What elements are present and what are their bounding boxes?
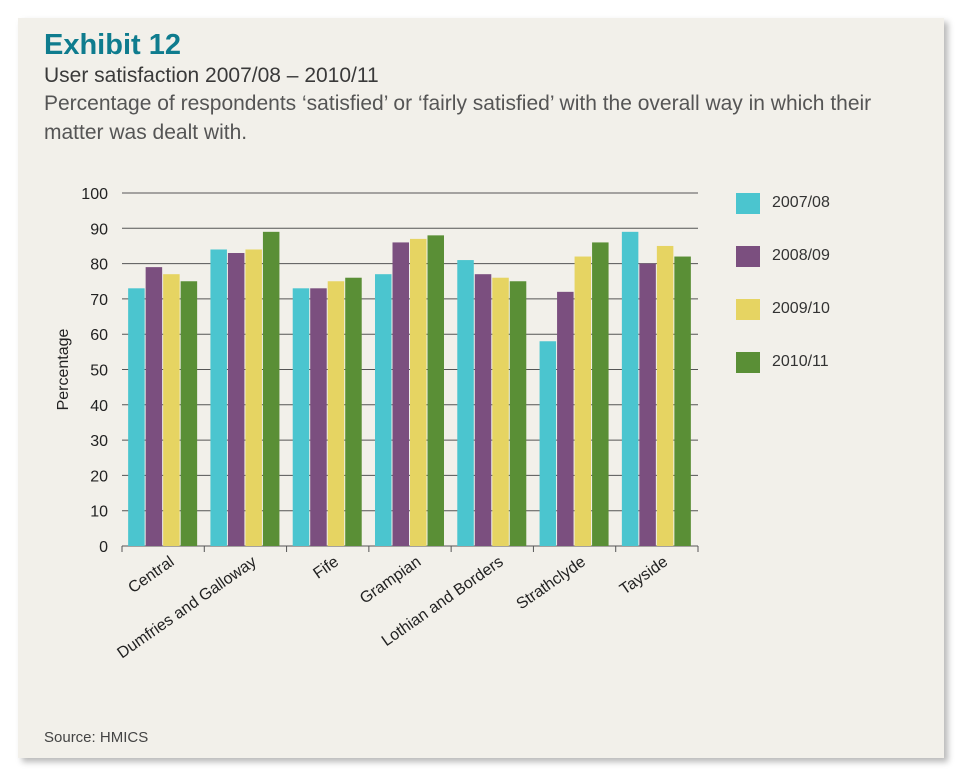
bar-2009-10 [245,249,262,547]
bar-2010-11 [345,277,362,546]
y-tick-label: 100 [81,186,108,203]
bar-2009-10 [163,274,180,546]
legend-label: 2008/09 [772,247,830,264]
legend-label: 2009/10 [772,300,830,317]
y-tick-label: 30 [90,433,108,450]
bar-2009-10 [492,277,509,546]
bar-2010-11 [427,235,444,547]
bar-2008-09 [145,267,163,546]
bar-2008-09 [557,291,574,546]
bar-2010-11 [262,231,280,546]
bar-2007-08 [539,341,557,546]
legend-swatch [736,245,760,267]
y-tick-label: 10 [90,504,108,521]
chart-legend: 2007/08 2008/09 2009/10 2010/11 [736,190,830,402]
bar-2010-11 [674,256,691,546]
y-tick-label: 50 [90,363,108,380]
y-axis-title: Percentage [55,328,72,410]
x-tick-label: Dumfries and Galloway [114,553,259,662]
legend-item: 2007/08 [736,190,830,216]
bar-2007-08 [128,288,145,546]
y-tick-label: 80 [90,257,108,274]
bar-2009-10 [327,281,345,546]
x-tick-label: Tayside [617,553,671,598]
bar-2010-11 [592,242,609,547]
bar-2010-11 [180,281,198,546]
chart-subtitle: User satisfaction 2007/08 – 2010/11 [44,64,379,87]
x-tick-label: Fife [310,553,342,582]
bar-2009-10 [574,256,592,546]
x-tick-label: Central [125,553,177,597]
legend-label: 2007/08 [772,194,830,211]
bar-2008-09 [474,274,492,546]
bar-2008-09 [639,263,656,546]
y-tick-label: 70 [90,292,108,309]
source-note: Source: HMICS [44,729,149,746]
chart-description: Percentage of respondents ‘satisfied’ or… [44,92,872,144]
x-tick-label: Strathclyde [514,553,589,613]
y-tick-label: 0 [99,539,108,556]
legend-swatch [736,351,760,373]
bar-2009-10 [410,238,427,546]
y-tick-label: 20 [90,468,108,485]
bar-2007-08 [457,260,474,546]
bar-2007-08 [375,274,392,546]
legend-label: 2010/11 [772,353,829,370]
bar-2008-09 [392,242,409,547]
bar-2007-08 [210,249,227,547]
legend-swatch [736,192,760,214]
legend-item: 2008/09 [736,243,830,269]
bar-2008-09 [310,288,327,546]
y-tick-label: 90 [90,221,108,238]
bar-2010-11 [509,281,527,546]
bar-2009-10 [656,245,674,546]
bar-2008-09 [227,253,245,546]
y-tick-label: 60 [90,327,108,344]
y-tick-label: 40 [90,398,108,415]
legend-item: 2010/11 [736,349,830,375]
exhibit-heading: Exhibit 12 [44,29,181,61]
bar-2007-08 [621,231,639,546]
x-tick-label: Grampian [357,553,424,607]
legend-item: 2009/10 [736,296,830,322]
bar-2007-08 [292,288,310,546]
legend-swatch [736,298,760,320]
